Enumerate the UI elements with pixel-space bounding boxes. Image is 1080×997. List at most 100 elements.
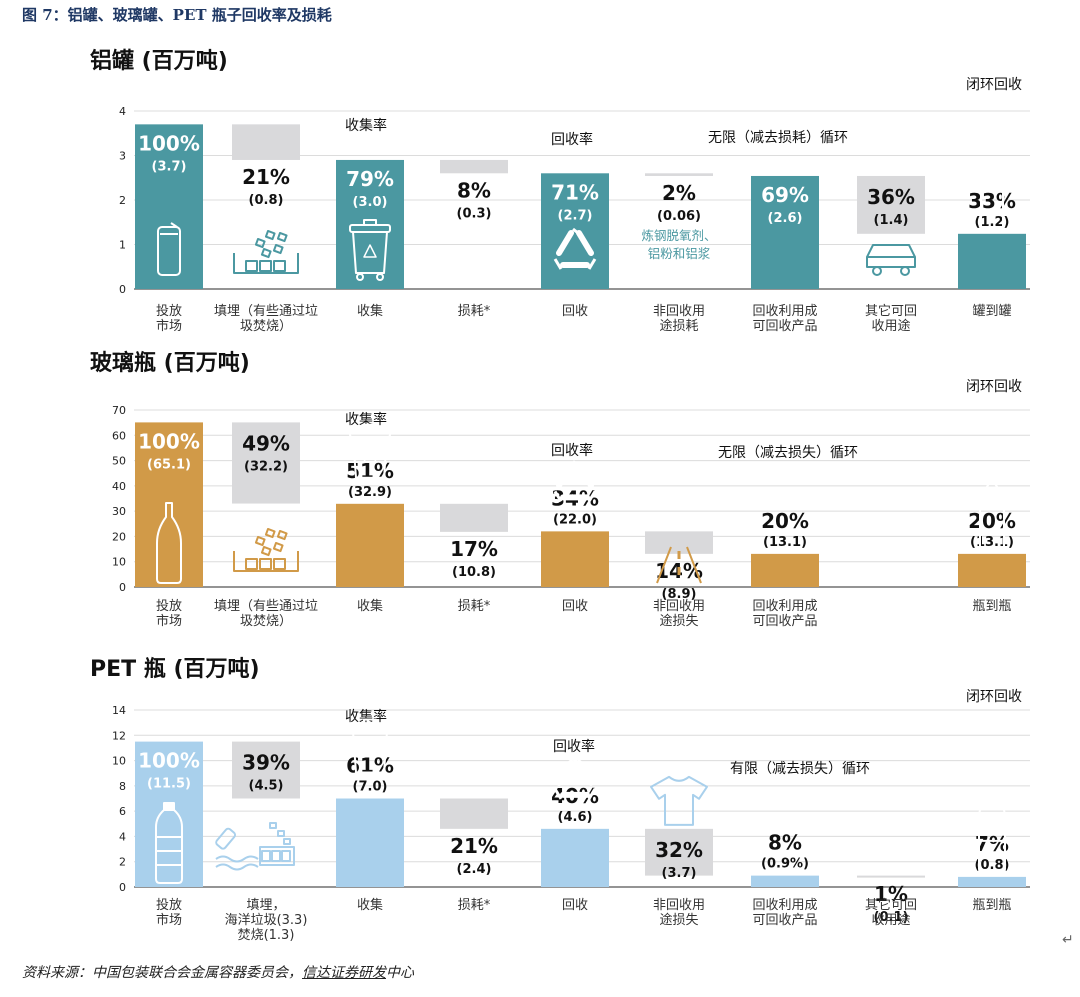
bar-percent-label: 2% bbox=[662, 181, 696, 205]
category-label-line: 回收利用成 bbox=[752, 599, 817, 614]
category-label: 损耗* bbox=[458, 304, 491, 319]
bottle-icon bbox=[979, 468, 1005, 551]
loss-bar bbox=[645, 173, 713, 176]
bar-value-label: (7.0) bbox=[353, 780, 388, 795]
category-label-line: 收用途 bbox=[871, 318, 910, 334]
category-label-line: 投放 bbox=[156, 598, 182, 614]
bar-value-label: (22.0) bbox=[553, 512, 597, 527]
category-label-line: 其它可回 bbox=[865, 303, 917, 319]
category-label: 瓶到瓶 bbox=[972, 898, 1011, 913]
y-tick-label: 6 bbox=[119, 805, 126, 818]
recycle-icon bbox=[553, 757, 597, 800]
y-tick-label: 0 bbox=[119, 881, 126, 894]
bar-percent-label: 33% bbox=[968, 189, 1016, 213]
section-annotation: 闭环回收 bbox=[966, 77, 1022, 93]
y-tick-label: 8 bbox=[119, 780, 126, 793]
section-annotation: 闭环回收 bbox=[966, 689, 1022, 705]
category-label: 非回收用途损耗 bbox=[653, 304, 705, 334]
bar-value-label: (3.0) bbox=[353, 195, 388, 210]
category-label: 收集 bbox=[357, 303, 383, 319]
value-bar bbox=[135, 124, 203, 289]
loss-bar bbox=[440, 798, 508, 829]
category-label: 非回收用途损失 bbox=[653, 898, 705, 928]
y-tick-label: 2 bbox=[119, 856, 126, 869]
bar-note: 炼钢脱氧剂、 bbox=[641, 228, 716, 243]
bar-value-label: (13.1) bbox=[763, 535, 807, 550]
category-label: 瓶到瓶 bbox=[972, 599, 1011, 614]
category-label-line: 损耗* bbox=[458, 898, 491, 913]
category-label-line: 收集 bbox=[357, 303, 383, 319]
bar-percent-label: 8% bbox=[457, 178, 491, 202]
category-label-line: 圾焚烧） bbox=[240, 319, 292, 334]
y-tick-label: 40 bbox=[112, 480, 126, 493]
recycle-icon bbox=[553, 460, 597, 503]
category-label: 其它可回收用途 bbox=[865, 303, 917, 334]
loss-bar bbox=[232, 124, 300, 160]
loss-bar bbox=[645, 828, 713, 876]
category-label: 回收利用成可回收产品 bbox=[752, 898, 817, 928]
road-icon bbox=[656, 546, 702, 584]
section-annotation: 收集率 bbox=[345, 708, 387, 725]
can-icon bbox=[980, 176, 1004, 231]
category-label: 回收利用成可回收产品 bbox=[752, 304, 817, 334]
bar-value-label: (3.7) bbox=[662, 866, 697, 881]
y-tick-label: 30 bbox=[112, 505, 126, 518]
bin-icon bbox=[349, 718, 391, 781]
value-bar bbox=[541, 531, 609, 587]
bar-percent-label: 39% bbox=[242, 751, 290, 775]
category-label-line: 海洋垃圾(3.3) bbox=[225, 913, 308, 928]
bottle-icon bbox=[156, 502, 182, 584]
category-label: 填埋（有些通过垃圾焚烧） bbox=[214, 304, 318, 334]
source-underlined: 信达证券研发 bbox=[302, 965, 386, 981]
value-bar bbox=[135, 422, 203, 587]
category-label: 填埋（有些通过垃圾焚烧） bbox=[214, 599, 318, 629]
loss-bar bbox=[440, 503, 508, 532]
y-tick-label: 3 bbox=[119, 150, 126, 163]
section-annotation: 收集率 bbox=[345, 411, 387, 428]
bar-percent-label: 20% bbox=[968, 509, 1016, 533]
category-label-line: 可回收产品 bbox=[752, 614, 817, 629]
source-note: 资料来源：中国包装联合会金属容器委员会，信达证券研发中心 bbox=[22, 962, 414, 982]
value-bar bbox=[958, 233, 1026, 289]
bar-value-label: (0.06) bbox=[657, 209, 701, 224]
figure-title: 图 7：铝罐、玻璃罐、PET 瓶子回收率及损耗 bbox=[22, 6, 332, 24]
bin-icon bbox=[349, 423, 391, 486]
y-tick-label: 70 bbox=[112, 404, 126, 417]
category-label-line: 非回收用 bbox=[653, 599, 705, 614]
category-label-line: 非回收用 bbox=[653, 304, 705, 319]
category-label-line: 回收 bbox=[562, 304, 588, 319]
bar-percent-label: 49% bbox=[242, 431, 290, 455]
category-label-line: 瓶到瓶 bbox=[972, 599, 1011, 614]
bar-value-label: (32.9) bbox=[348, 485, 392, 500]
ocean-icon bbox=[215, 822, 295, 871]
bar-value-label: (0.1) bbox=[874, 910, 909, 925]
category-label-line: 填埋（有些通过垃 bbox=[214, 304, 318, 319]
category-label: 罐到罐 bbox=[972, 304, 1011, 319]
category-label: 回收利用成可回收产品 bbox=[752, 599, 817, 629]
section-annotation: 收集率 bbox=[345, 117, 387, 134]
category-label: 收集 bbox=[357, 598, 383, 614]
bar-percent-label: 21% bbox=[242, 165, 290, 189]
y-tick-label: 10 bbox=[112, 556, 126, 569]
bar-value-label: (2.6) bbox=[768, 211, 803, 226]
bar-value-label: (10.8) bbox=[452, 565, 496, 580]
can-icon bbox=[157, 222, 181, 276]
category-label-line: 途损失 bbox=[659, 613, 698, 629]
bar-value-label: (65.1) bbox=[147, 457, 191, 472]
value-bar bbox=[135, 741, 203, 887]
category-label: 回收 bbox=[562, 898, 588, 913]
category-label: 回收 bbox=[562, 304, 588, 319]
y-tick-label: 0 bbox=[119, 581, 126, 594]
bar-value-label: (8.9) bbox=[662, 587, 697, 602]
value-bar bbox=[751, 875, 819, 887]
category-label-line: 市场 bbox=[156, 912, 182, 928]
bar-value-label: (4.6) bbox=[558, 810, 593, 825]
category-label: 非回收用途损失 bbox=[653, 599, 705, 629]
category-label-line: 回收 bbox=[562, 599, 588, 614]
bar-percent-label: 79% bbox=[346, 167, 394, 191]
bar-percent-label: 36% bbox=[867, 185, 915, 209]
bar-value-label: (2.7) bbox=[558, 208, 593, 223]
y-tick-label: 12 bbox=[112, 729, 126, 742]
y-tick-label: 20 bbox=[112, 530, 126, 543]
